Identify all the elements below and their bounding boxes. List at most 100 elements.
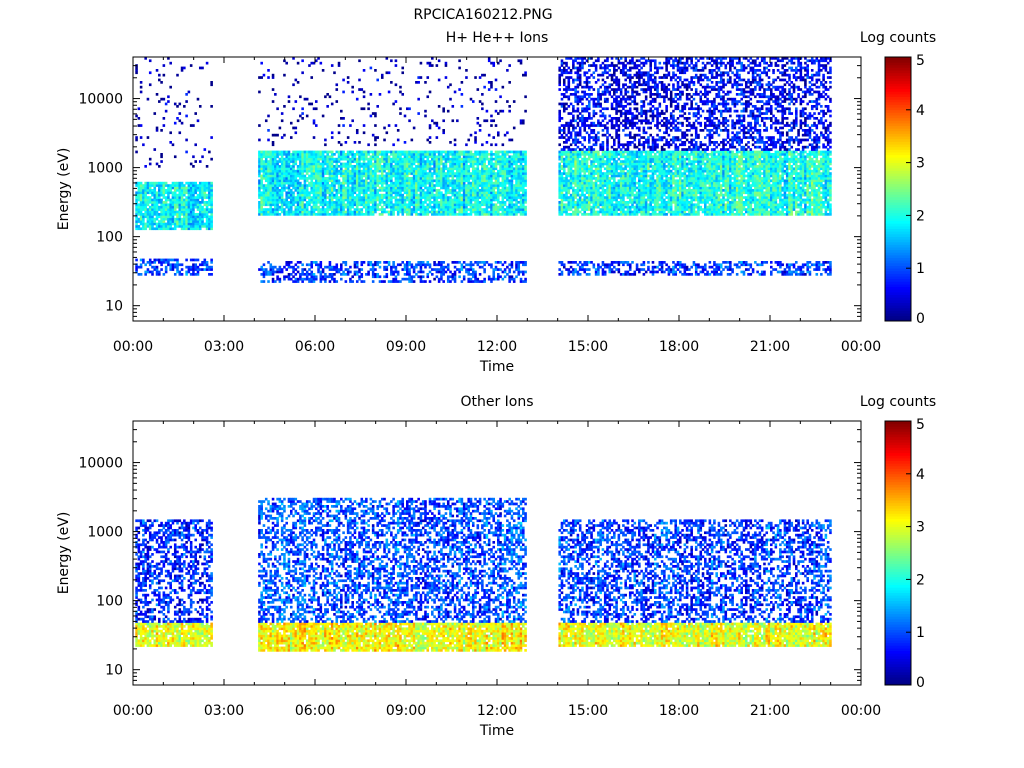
spectrogram-cell bbox=[296, 270, 300, 274]
spectrogram-cell bbox=[396, 179, 400, 183]
spectrogram-cell bbox=[572, 78, 575, 82]
spectrogram-cell bbox=[401, 193, 405, 197]
spectrogram-cell bbox=[517, 179, 521, 183]
spectrogram-cell bbox=[349, 174, 352, 178]
spectrogram-cell bbox=[267, 155, 270, 159]
spectrogram-cell bbox=[371, 172, 375, 175]
spectrogram-cell bbox=[344, 210, 348, 214]
spectrogram-cell bbox=[276, 184, 279, 187]
spectrogram-cell bbox=[446, 167, 450, 171]
spectrogram-cell bbox=[153, 203, 157, 207]
spectrogram-cell bbox=[362, 131, 366, 135]
spectrogram-cell bbox=[465, 270, 468, 274]
spectrogram-cell bbox=[380, 205, 384, 209]
spectrogram-cell bbox=[560, 196, 564, 199]
spectrogram-cell bbox=[210, 208, 213, 211]
spectrogram-cell bbox=[330, 213, 334, 216]
spectrogram-cell bbox=[567, 105, 571, 108]
spectrogram-cell bbox=[512, 153, 516, 156]
spectrogram-cell bbox=[374, 167, 377, 171]
spectrogram-cell bbox=[139, 193, 143, 197]
spectrogram-cell bbox=[269, 201, 273, 204]
spectrogram-cell bbox=[317, 268, 320, 271]
spectrogram-cell bbox=[490, 189, 493, 192]
spectrogram-cell bbox=[490, 124, 493, 127]
spectrogram-cell bbox=[158, 181, 161, 185]
spectrogram-cell bbox=[310, 184, 314, 187]
spectrogram-cell bbox=[399, 174, 402, 178]
spectrogram-cell bbox=[267, 186, 270, 190]
spectrogram-cell bbox=[501, 165, 505, 168]
spectrogram-cell bbox=[337, 124, 341, 127]
spectrogram-cell bbox=[346, 150, 350, 154]
spectrogram-cell bbox=[371, 191, 375, 195]
spectrogram-cell bbox=[487, 189, 491, 192]
spectrogram-cell bbox=[371, 196, 375, 199]
spectrogram-cell bbox=[287, 157, 291, 161]
spectrogram-cell bbox=[371, 280, 375, 283]
spectrogram-cell bbox=[303, 97, 307, 101]
spectrogram-cell bbox=[301, 193, 304, 197]
spectrogram-cell bbox=[497, 210, 500, 214]
spectrogram-cell bbox=[178, 184, 182, 187]
spectrogram-cell bbox=[499, 184, 502, 187]
spectrogram-cell bbox=[456, 213, 459, 216]
spectrogram-cell bbox=[201, 208, 204, 211]
spectrogram-cell bbox=[574, 210, 577, 214]
spectrogram-cell bbox=[560, 59, 564, 63]
spectrogram-cell bbox=[408, 273, 411, 276]
spectrogram-cell bbox=[490, 186, 493, 190]
spectrogram-cell bbox=[280, 136, 284, 139]
spectrogram-cell bbox=[299, 153, 302, 156]
spectrogram-cell bbox=[346, 179, 350, 183]
spectrogram-cell bbox=[442, 268, 445, 271]
spectrogram-cell bbox=[558, 73, 561, 77]
spectrogram-cell bbox=[301, 153, 304, 156]
spectrogram-cell bbox=[440, 184, 443, 187]
spectrogram-cell bbox=[408, 153, 411, 156]
spectrogram-cell bbox=[421, 189, 425, 192]
spectrogram-cell bbox=[510, 213, 514, 216]
spectrogram-cell bbox=[365, 196, 368, 199]
spectrogram-cell bbox=[342, 90, 345, 94]
spectrogram-cell bbox=[349, 165, 352, 168]
spectrogram-cell bbox=[451, 208, 455, 211]
spectrogram-cell bbox=[369, 160, 373, 163]
spectrogram-cell bbox=[326, 162, 329, 166]
spectrogram-cell bbox=[178, 203, 182, 207]
spectrogram-cell bbox=[560, 148, 564, 151]
spectrogram-cell bbox=[387, 172, 391, 175]
spectrogram-cell bbox=[258, 124, 261, 127]
spectrogram-cell bbox=[565, 90, 568, 94]
spectrogram-cell bbox=[396, 172, 400, 175]
spectrogram-cell bbox=[340, 165, 343, 168]
spectrogram-cell bbox=[210, 181, 213, 185]
spectrogram-cell bbox=[490, 143, 493, 147]
spectrogram-cell bbox=[144, 191, 147, 195]
spectrogram-cell bbox=[185, 189, 188, 192]
spectrogram-cell bbox=[208, 220, 211, 223]
spectrogram-cell bbox=[362, 203, 366, 207]
spectrogram-cell bbox=[262, 160, 266, 163]
spectrogram-cell bbox=[403, 150, 407, 154]
spectrogram-cell bbox=[164, 215, 168, 219]
spectrogram-cell bbox=[333, 203, 336, 207]
spectrogram-cell bbox=[433, 157, 436, 161]
spectrogram-cell bbox=[431, 179, 434, 183]
spectrogram-cell bbox=[467, 138, 470, 142]
spectrogram-cell bbox=[417, 193, 420, 197]
spectrogram-cell bbox=[437, 165, 441, 168]
spectrogram-cell bbox=[330, 210, 334, 214]
spectrogram-cell bbox=[474, 141, 477, 144]
spectrogram-cell bbox=[328, 268, 332, 271]
spectrogram-cell bbox=[408, 213, 411, 216]
spectrogram-cell bbox=[160, 201, 163, 204]
spectrogram-cell bbox=[499, 165, 502, 168]
spectrogram-cell bbox=[264, 160, 268, 163]
spectrogram-cell bbox=[349, 210, 352, 214]
spectrogram-cell bbox=[292, 275, 295, 279]
spectrogram-cell bbox=[497, 131, 500, 135]
spectrogram-cell bbox=[467, 160, 470, 163]
spectrogram-cell bbox=[522, 160, 525, 163]
spectrogram-cell bbox=[144, 203, 147, 207]
